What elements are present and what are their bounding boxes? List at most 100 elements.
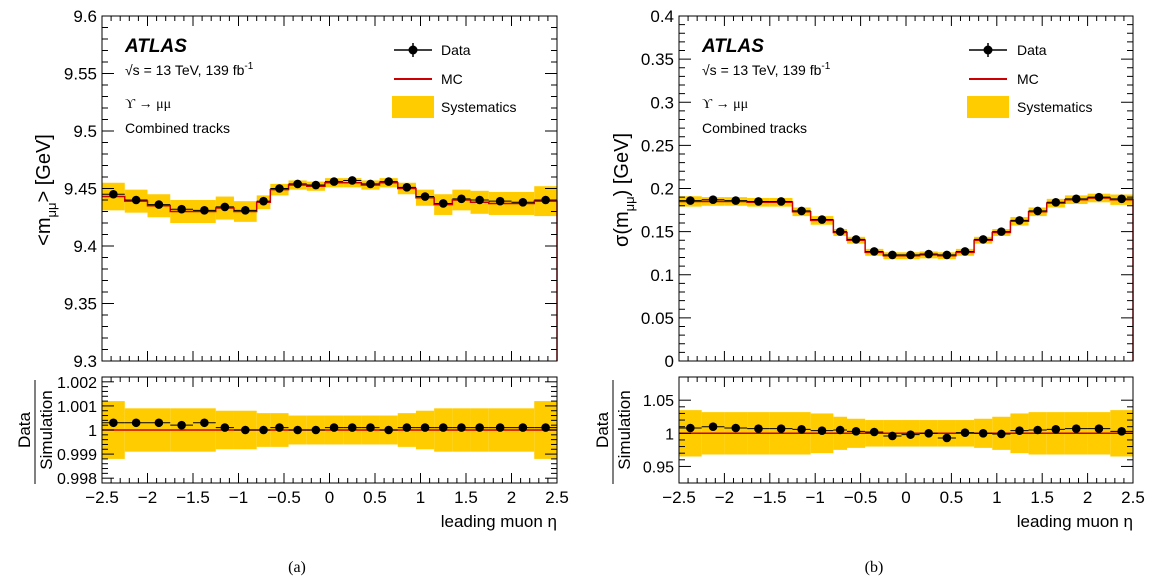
ratio-data-point xyxy=(1015,426,1024,435)
panel-a-track-label: Combined tracks xyxy=(125,120,230,136)
ratio-xtick-label: −2 xyxy=(715,488,734,507)
main-data-point xyxy=(438,199,448,208)
ratio-data-point xyxy=(731,423,741,433)
main-data-point xyxy=(154,200,164,209)
ratio-data-point xyxy=(402,423,412,432)
ratio-data-point xyxy=(518,423,528,432)
main-ytick-label: 0.05 xyxy=(641,309,674,328)
panel-a-atlas-label: ATLAS xyxy=(124,36,187,57)
ratio-data-point xyxy=(293,425,302,435)
panel-b-axes: 0 0.05 0.1 0.15 0.2 0.25 0.3 0.35 0.4 0.95 1 1.05 −2… xyxy=(641,7,1145,507)
ratio-data-point xyxy=(109,418,118,428)
ratio-ytick-label: 1.002 xyxy=(57,375,97,392)
main-data-point xyxy=(997,227,1006,236)
ratio-ytick-label: 1.001 xyxy=(57,399,97,416)
ratio-data-point xyxy=(869,427,879,437)
main-data-point xyxy=(402,183,412,192)
ratio-data-point xyxy=(241,425,250,435)
ratio-data-point xyxy=(495,423,505,432)
ratio-xtick-label: −0.5 xyxy=(267,488,301,507)
panel-b-legend: Data MC Systematics xyxy=(967,42,1092,118)
main-data-point xyxy=(924,249,933,259)
main-data-point xyxy=(1117,194,1126,204)
main-data-point xyxy=(776,197,786,206)
main-data-point xyxy=(457,194,466,204)
ratio-ytick-label: 0.999 xyxy=(57,447,97,464)
panel-a-axes: 9.3 9.35 9.4 9.45 9.5 9.55 9.6 0.998 0.999 1 1.001… xyxy=(57,7,569,507)
main-ytick-label: 0.35 xyxy=(641,50,674,69)
ratio-data-point xyxy=(1094,424,1104,433)
main-ytick-label: 9.3 xyxy=(73,352,97,371)
panel-b-main-marks xyxy=(679,192,1134,361)
ratio-data-point xyxy=(329,423,339,432)
ratio-data-point xyxy=(438,423,448,432)
main-ytick-label: 9.45 xyxy=(64,180,97,199)
ratio-data-point xyxy=(347,423,357,432)
main-data-point xyxy=(259,196,268,206)
panel-b-process-label: ϒ → μμ xyxy=(702,97,748,112)
main-data-point xyxy=(366,179,375,189)
ratio-data-point xyxy=(978,429,988,438)
panel-a-ratio-marks xyxy=(102,401,557,459)
panel-b-legend-syst-swatch xyxy=(967,96,1009,118)
main-data-point xyxy=(817,215,827,224)
main-data-point xyxy=(851,235,861,244)
ratio-ytick-label: 1.05 xyxy=(643,393,674,410)
main-data-point xyxy=(311,180,321,190)
panel-a-legend-syst-label: Systematics xyxy=(441,99,516,115)
ratio-ytick-label: 0.998 xyxy=(57,471,97,488)
main-ytick-label: 9.4 xyxy=(73,237,97,256)
ratio-data-point xyxy=(311,425,321,435)
ratio-xtick-label: 2 xyxy=(507,488,516,507)
panel-b-ylabel-ratio-den: Simulation xyxy=(615,390,634,469)
panel-a-legend-data-marker xyxy=(408,45,418,55)
ratio-data-point xyxy=(177,420,186,430)
panel-b-ratio-marks xyxy=(679,410,1133,457)
main-ytick-label: 0.2 xyxy=(650,180,674,199)
ratio-xtick-label: 2.5 xyxy=(1121,488,1145,507)
ratio-xtick-label: 1 xyxy=(992,488,1001,507)
main-data-point xyxy=(978,235,988,244)
ratio-xtick-label: 1.5 xyxy=(1030,488,1054,507)
main-data-point xyxy=(835,227,845,236)
main-ytick-label: 0.15 xyxy=(641,223,674,242)
main-data-point xyxy=(109,189,118,199)
ratio-data-point xyxy=(776,424,786,433)
panel-b-legend-data-marker xyxy=(983,45,993,55)
ratio-data-point xyxy=(960,428,970,437)
main-data-point xyxy=(200,206,209,215)
ratio-data-point xyxy=(1117,427,1126,436)
panel-a-caption: (a) xyxy=(288,559,306,576)
ratio-xtick-label: −1 xyxy=(229,488,248,507)
panel-a-legend-data-label: Data xyxy=(441,42,471,58)
ratio-data-point xyxy=(797,425,806,434)
ratio-xtick-label: 2 xyxy=(1083,488,1092,507)
main-data-point xyxy=(293,179,302,189)
ratio-data-point xyxy=(220,423,230,432)
ratio-data-point xyxy=(851,427,861,436)
ratio-xtick-label: 0.5 xyxy=(363,488,387,507)
ratio-data-point xyxy=(420,423,430,432)
ratio-data-point xyxy=(686,423,695,433)
main-data-point xyxy=(275,184,284,193)
panel-b-legend-syst-label: Systematics xyxy=(1017,99,1092,115)
ratio-data-point xyxy=(835,425,845,435)
panel-b-mass-width: 0 0.05 0.1 0.15 0.2 0.25 0.3 0.35 0.4 0.95 1 1.05 −2… xyxy=(593,7,1145,576)
ratio-xtick-label: 2.5 xyxy=(545,488,569,507)
main-ytick-label: 9.35 xyxy=(64,295,97,314)
panel-a-xlabel: leading muon η xyxy=(441,512,557,531)
main-data-point xyxy=(754,197,763,206)
main-data-point xyxy=(686,196,695,205)
ratio-data-point xyxy=(457,423,466,432)
panel-a-energy-label: √s = 13 TeV, 139 fb-1 xyxy=(125,61,254,78)
main-data-point xyxy=(329,177,339,186)
main-ytick-label: 9.6 xyxy=(73,7,97,26)
main-data-point xyxy=(384,177,393,186)
panel-b-energy-label: √s = 13 TeV, 139 fb-1 xyxy=(702,61,831,78)
panel-b-ylabel-ratio-num: Data xyxy=(593,412,612,448)
main-data-point xyxy=(942,250,952,260)
ratio-xtick-label: 1.5 xyxy=(454,488,478,507)
main-data-point xyxy=(797,206,806,216)
ratio-data-point xyxy=(131,418,141,428)
main-data-point xyxy=(177,204,186,214)
